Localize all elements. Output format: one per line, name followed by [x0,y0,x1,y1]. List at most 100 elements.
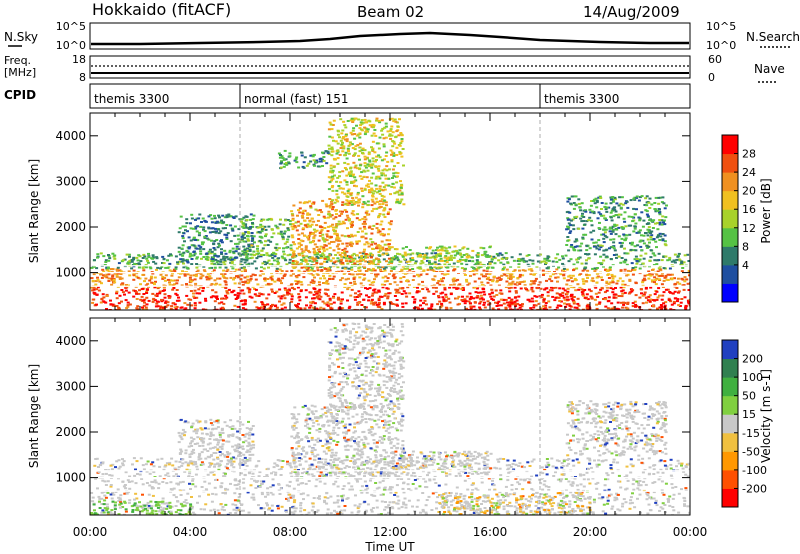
data-cell [657,252,661,255]
data-cell [336,235,340,238]
data-cell [583,296,587,299]
data-cell [611,198,615,201]
data-cell [581,278,585,281]
data-cell [198,292,202,295]
data-cell [670,260,674,263]
data-cell [294,221,298,224]
data-cell [319,254,323,257]
data-cell [199,276,203,279]
data-cell [592,198,596,201]
data-cell [352,202,356,205]
data-cell [483,250,487,253]
data-cell [164,300,168,303]
data-cell [136,308,140,310]
data-cell [630,215,634,218]
data-cell [341,170,345,173]
data-cell [497,284,501,287]
data-cell [547,300,551,303]
data-cell [380,174,384,177]
data-cell [497,259,501,262]
data-cell [543,288,547,291]
data-cell [151,272,155,275]
data-cell [351,197,355,200]
data-cell [571,299,575,302]
data-cell [115,297,119,300]
data-cell [357,201,361,204]
data-cell [381,253,385,256]
data-cell [378,230,382,233]
data-cell [127,291,131,294]
data-cell [331,199,334,202]
data-cell [351,260,355,263]
data-cell [504,252,508,255]
data-cell [241,281,245,284]
data-cell [238,292,242,295]
data-cell [346,195,350,198]
data-cell [350,235,354,238]
data-cell [643,278,647,281]
data-cell [213,264,217,267]
data-cell [606,300,610,303]
data-cell [343,252,347,255]
data-cell [207,215,211,218]
data-cell [403,272,407,275]
data-cell [608,247,611,250]
data-cell [216,277,219,280]
data-cell [565,228,569,231]
data-cell [279,218,282,221]
data-cell [521,274,525,277]
data-cell [216,255,220,258]
data-cell [452,286,456,289]
nsky-trace [91,31,689,46]
data-cell [632,230,636,233]
data-cell [507,296,511,299]
data-cell [383,294,387,297]
data-cell [462,246,466,249]
data-cell [594,286,598,289]
data-cell [631,268,635,271]
data-cell [458,249,462,252]
data-cell [360,190,364,192]
data-cell [384,201,388,204]
data-cell [648,308,652,310]
data-cell [299,222,303,225]
data-cell [404,254,408,257]
data-cell [208,462,212,464]
data-cell [433,275,437,278]
data-cell [389,270,393,272]
data-cell [649,274,653,277]
data-cell [390,260,394,263]
data-cell [350,245,354,248]
data-cell [132,278,136,281]
data-cell [544,262,548,264]
data-cell [663,234,667,237]
data-cell [342,485,346,488]
data-cell [440,245,444,248]
data-cell [198,231,201,234]
data-cell [469,307,473,310]
data-cell [510,303,514,306]
data-cell [250,262,254,265]
data-cell [343,124,347,127]
data-cell [574,238,578,241]
data-cell [250,477,254,480]
data-cell [101,479,105,482]
data-cell [382,186,386,189]
data-cell [301,254,305,257]
data-cell [375,155,379,158]
data-cell [166,259,169,262]
data-cell [555,268,559,271]
data-cell [411,257,415,259]
data-cell [269,306,273,309]
data-cell [312,247,316,250]
data-cell [380,232,384,235]
data-cell [162,507,166,510]
data-cell [540,296,544,299]
data-cell [613,293,617,296]
data-cell [641,262,645,265]
data-cell [225,289,229,292]
data-cell [382,143,386,146]
data-cell [100,297,104,300]
data-cell [312,297,316,300]
data-cell [639,245,643,248]
